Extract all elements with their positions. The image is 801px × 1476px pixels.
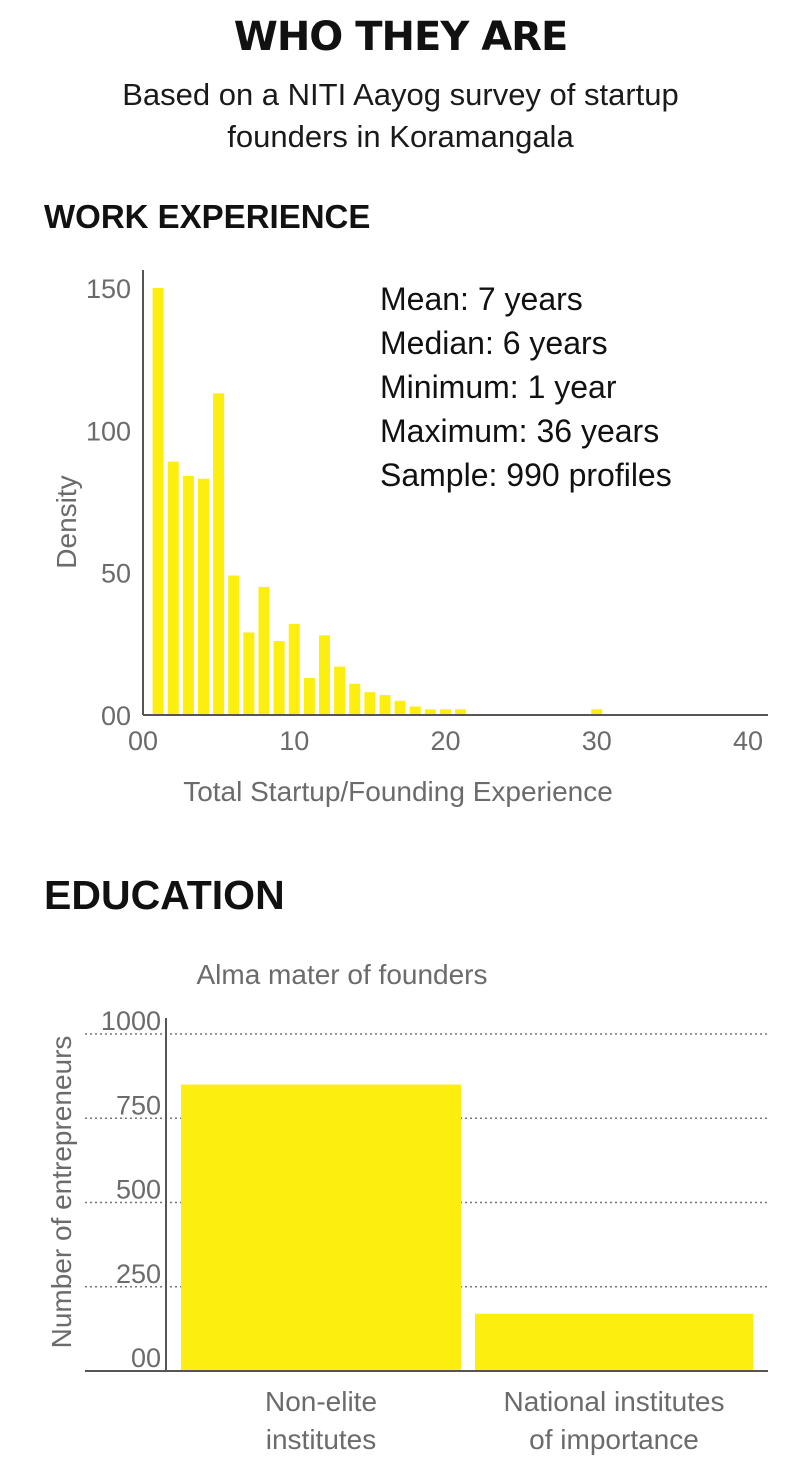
histogram-bar: [440, 709, 451, 715]
y-tick-label: 150: [86, 274, 131, 304]
x-axis-title: Total Startup/Founding Experience: [183, 776, 613, 807]
bar: [181, 1084, 461, 1371]
histogram-bar: [364, 692, 376, 715]
y-axis-title: Number of entrepreneurs: [46, 1036, 77, 1349]
histogram-bar: [243, 632, 255, 715]
page-subtitle: Based on a NITI Aayog survey of startup …: [0, 74, 801, 158]
histogram-bar: [167, 461, 179, 715]
y-tick-label: 100: [86, 416, 131, 446]
histogram-bar: [228, 575, 240, 715]
histogram-bar: [591, 709, 603, 715]
bar: [475, 1313, 753, 1371]
x-tick-label: 20: [430, 726, 460, 756]
histogram-bar: [334, 666, 346, 715]
histogram-bar: [258, 586, 270, 715]
subtitle-line-2: founders in Koramangala: [227, 119, 574, 154]
y-axis-title: Density: [51, 475, 82, 568]
histogram-bar: [303, 677, 315, 715]
y-tick-label: 500: [116, 1175, 161, 1205]
x-tick-label: 40: [733, 726, 763, 756]
chart-subtitle: Alma mater of founders: [196, 959, 487, 990]
histogram-bar: [152, 288, 164, 715]
x-tick-label: 00: [128, 726, 158, 756]
category-label: institutes: [266, 1424, 377, 1455]
stat-line: Median: 6 years: [380, 325, 608, 361]
category-label: National institutes: [503, 1386, 724, 1417]
x-tick-label: 30: [582, 726, 612, 756]
stat-line: Minimum: 1 year: [380, 369, 617, 405]
histogram-bar: [288, 623, 300, 715]
histogram-bar: [379, 695, 391, 715]
y-tick-label: 250: [116, 1259, 161, 1289]
education-heading: EDUCATION: [44, 872, 285, 918]
work-experience-heading: WORK EXPERIENCE: [44, 198, 371, 235]
category-label: Non-elite: [265, 1386, 377, 1417]
y-tick-label: 50: [101, 559, 131, 589]
stat-line: Maximum: 36 years: [380, 413, 659, 449]
histogram-bar: [273, 640, 285, 715]
subtitle-line-1: Based on a NITI Aayog survey of startup: [122, 77, 679, 112]
histogram-bar: [182, 475, 194, 715]
histogram-bar: [455, 709, 467, 715]
y-tick-label: 750: [116, 1090, 161, 1120]
y-tick-label: 1000: [101, 1006, 161, 1036]
category-label: of importance: [529, 1424, 699, 1455]
histogram-bar: [394, 700, 406, 715]
histogram-bar: [349, 683, 361, 715]
x-tick-label: 10: [279, 726, 309, 756]
y-tick-label: 00: [101, 701, 131, 731]
page-title: WHO THEY ARE: [233, 14, 569, 60]
histogram-bar: [213, 393, 225, 715]
stat-line: Mean: 7 years: [380, 281, 583, 317]
histogram-bar: [319, 635, 330, 715]
y-tick-label: 00: [131, 1343, 161, 1373]
histogram-bar: [409, 706, 421, 715]
stat-line: Sample: 990 profiles: [380, 457, 672, 493]
histogram-bar: [198, 478, 209, 715]
histogram-bar: [424, 709, 436, 715]
